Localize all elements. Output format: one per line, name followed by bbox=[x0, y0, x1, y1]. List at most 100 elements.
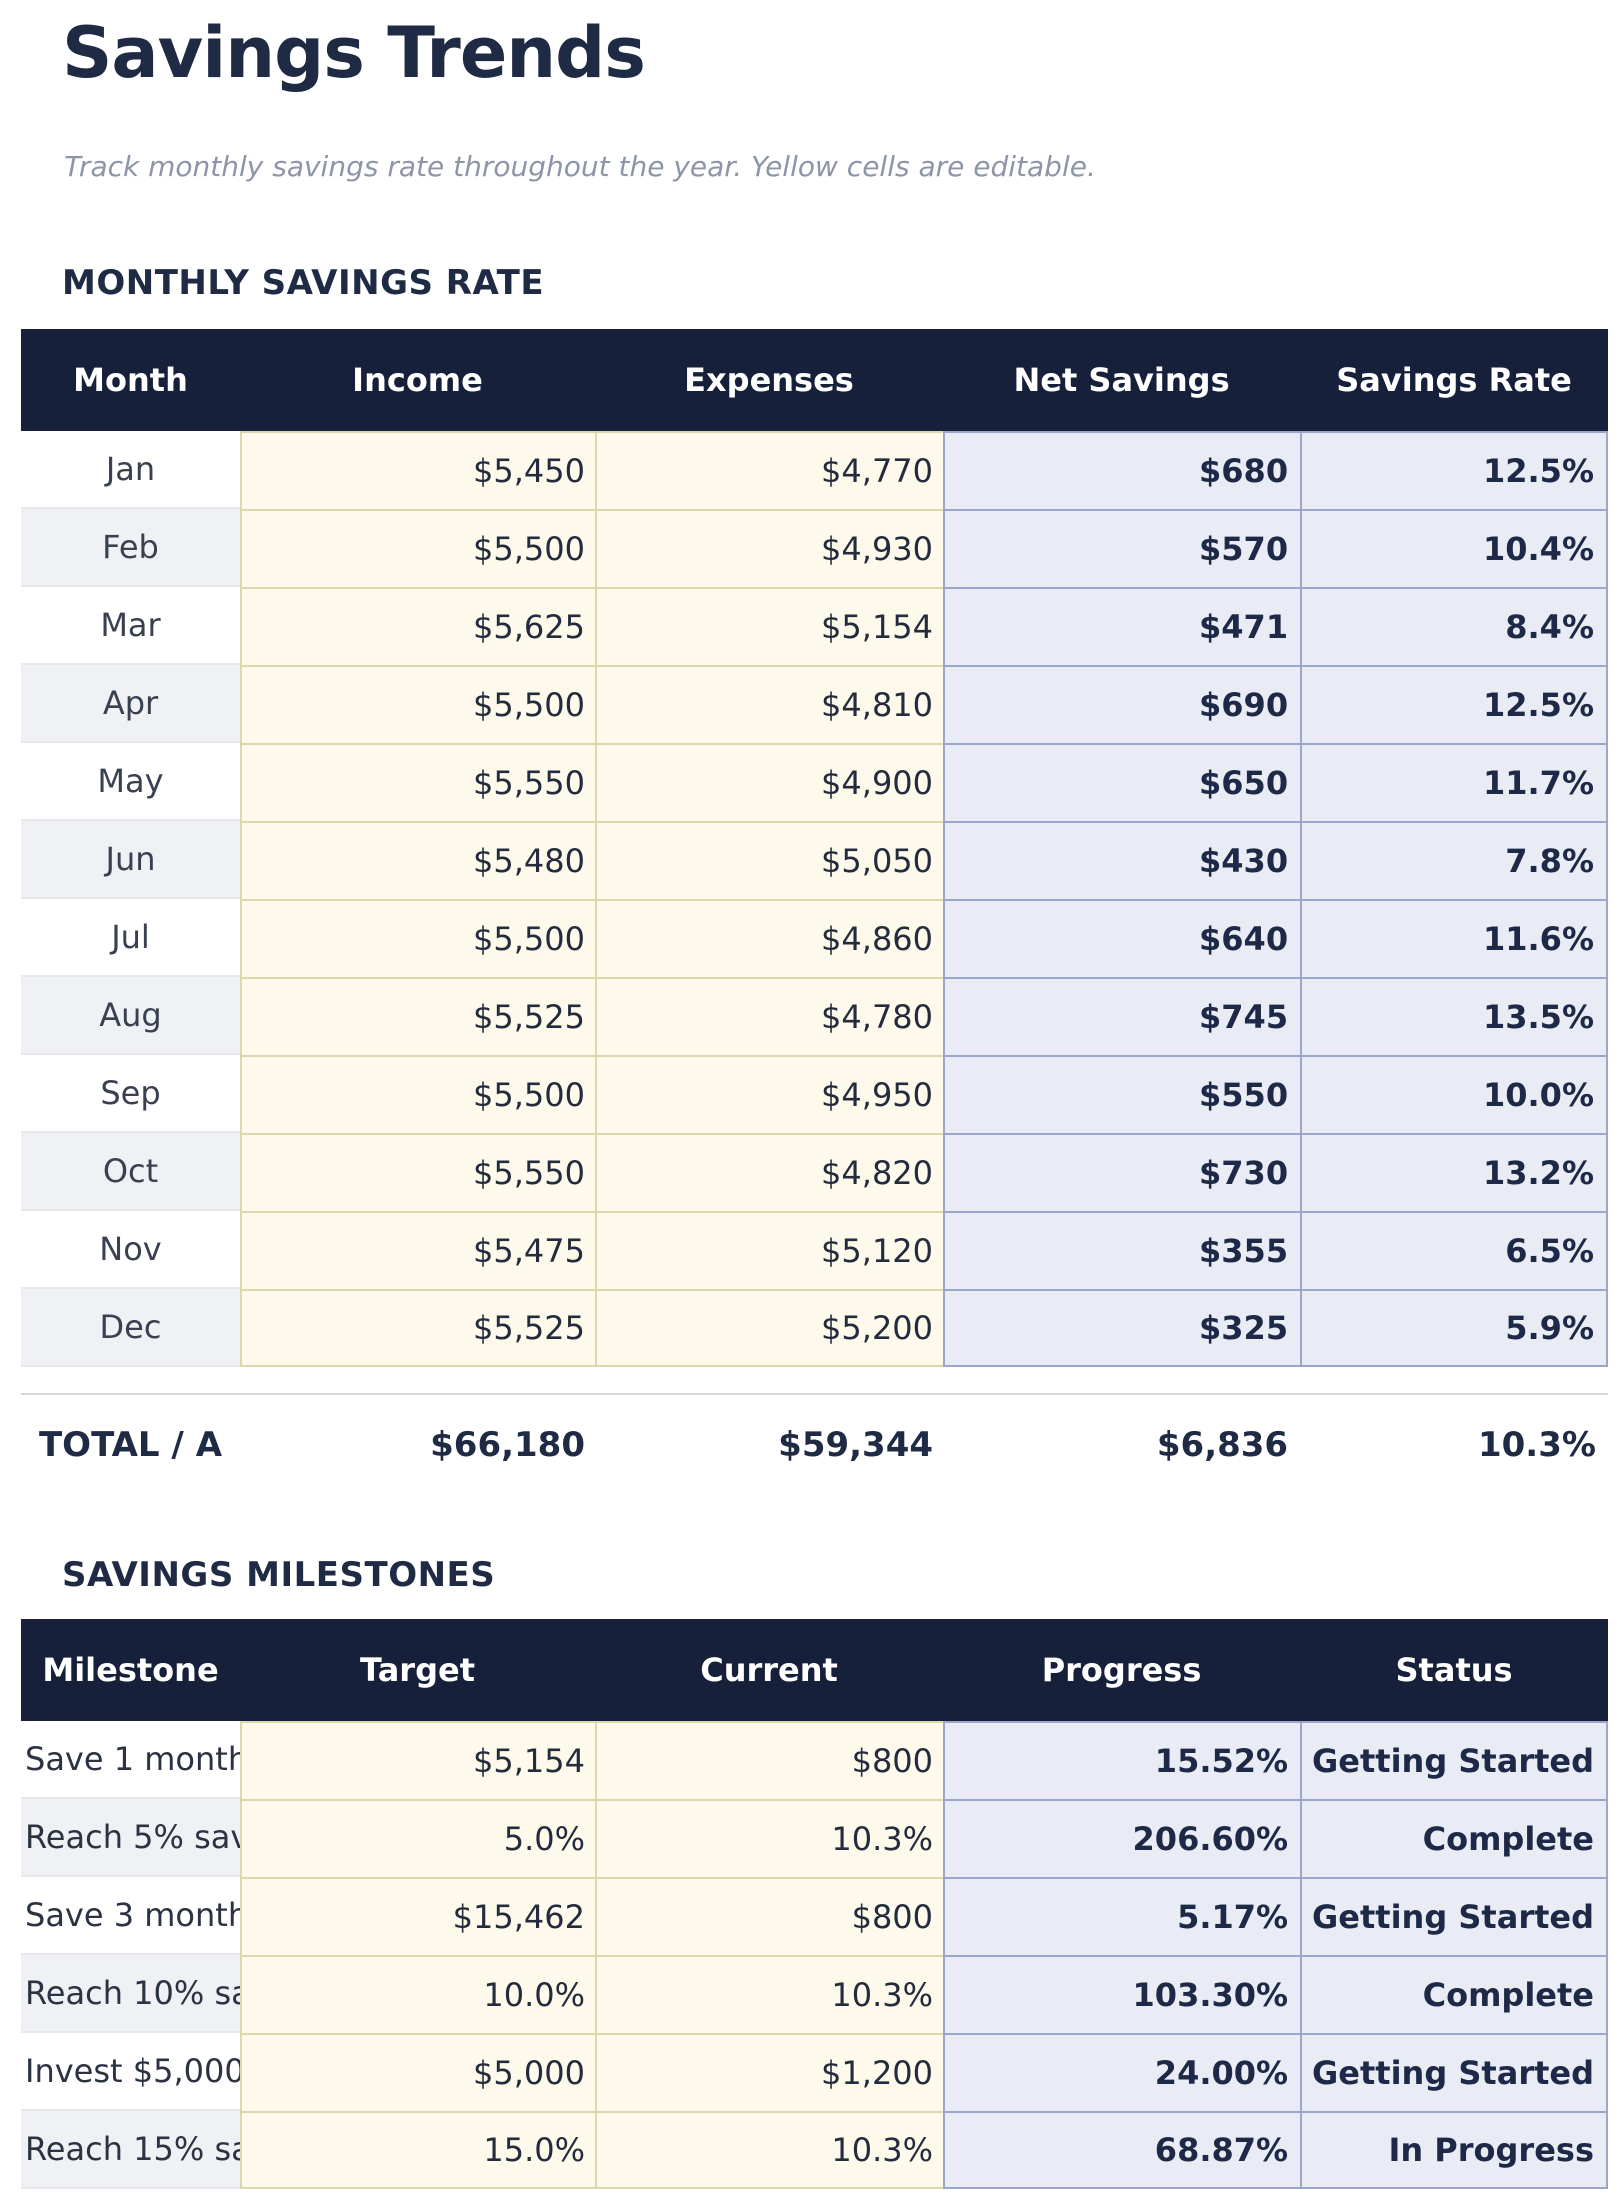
table-row: Sep $5,500 $4,950 $550 10.0% bbox=[21, 1055, 1608, 1134]
column-header-net-savings: Net Savings bbox=[943, 329, 1301, 432]
savings-rate-cell: 12.5% bbox=[1300, 431, 1608, 510]
monthly-section-title: MONTHLY SAVINGS RATE bbox=[62, 263, 545, 304]
table-row: Reach 15% sa 15.0% 10.3% 68.87% In Progr… bbox=[21, 2111, 1608, 2190]
total-row: TOTAL / A $66,180 $59,344 $6,836 10.3% bbox=[21, 1393, 1608, 1491]
net-savings-cell: $570 bbox=[943, 509, 1301, 588]
expenses-cell[interactable]: $5,200 bbox=[595, 1289, 944, 1368]
expenses-cell[interactable]: $4,780 bbox=[595, 977, 944, 1056]
month-cell: Nov bbox=[21, 1211, 240, 1290]
target-cell[interactable]: 15.0% bbox=[240, 2111, 595, 2190]
savings-rate-cell: 11.7% bbox=[1300, 743, 1608, 822]
milestones-section-title: SAVINGS MILESTONES bbox=[62, 1555, 496, 1596]
expenses-cell[interactable]: $5,154 bbox=[595, 587, 944, 666]
net-savings-cell: $325 bbox=[943, 1289, 1301, 1368]
income-cell[interactable]: $5,450 bbox=[240, 431, 595, 510]
month-cell: Jun bbox=[21, 821, 240, 900]
expenses-cell[interactable]: $4,900 bbox=[595, 743, 944, 822]
status-cell: Getting Started bbox=[1300, 1877, 1608, 1956]
table-row: Apr $5,500 $4,810 $690 12.5% bbox=[21, 665, 1608, 744]
current-cell[interactable]: $800 bbox=[595, 1877, 944, 1956]
progress-cell: 68.87% bbox=[943, 2111, 1301, 2190]
current-cell[interactable]: 10.3% bbox=[595, 2111, 944, 2190]
progress-cell: 24.00% bbox=[943, 2033, 1301, 2112]
monthly-savings-table: Month Income Expenses Net Savings Saving… bbox=[21, 329, 1608, 1368]
month-cell: May bbox=[21, 743, 240, 822]
target-cell[interactable]: $15,462 bbox=[240, 1877, 595, 1956]
month-cell: Apr bbox=[21, 665, 240, 744]
milestone-name-cell: Reach 10% sa bbox=[21, 1955, 240, 2034]
income-cell[interactable]: $5,480 bbox=[240, 821, 595, 900]
table-row: Mar $5,625 $5,154 $471 8.4% bbox=[21, 587, 1608, 666]
income-cell[interactable]: $5,500 bbox=[240, 1055, 595, 1134]
status-cell: Complete bbox=[1300, 1799, 1608, 1878]
savings-rate-cell: 6.5% bbox=[1300, 1211, 1608, 1290]
table-row: Jul $5,500 $4,860 $640 11.6% bbox=[21, 899, 1608, 978]
monthly-header-row: Month Income Expenses Net Savings Saving… bbox=[21, 329, 1608, 432]
status-cell: Getting Started bbox=[1300, 1721, 1608, 1800]
table-row: Reach 5% sav 5.0% 10.3% 206.60% Complete bbox=[21, 1799, 1608, 1878]
net-savings-cell: $745 bbox=[943, 977, 1301, 1056]
savings-rate-cell: 13.2% bbox=[1300, 1133, 1608, 1212]
month-cell: Sep bbox=[21, 1055, 240, 1134]
status-cell: Getting Started bbox=[1300, 2033, 1608, 2112]
month-cell: Aug bbox=[21, 977, 240, 1056]
income-cell[interactable]: $5,500 bbox=[240, 509, 595, 588]
current-cell[interactable]: 10.3% bbox=[595, 1799, 944, 1878]
progress-cell: 206.60% bbox=[943, 1799, 1301, 1878]
month-cell: Feb bbox=[21, 509, 240, 588]
income-cell[interactable]: $5,625 bbox=[240, 587, 595, 666]
expenses-cell[interactable]: $5,120 bbox=[595, 1211, 944, 1290]
table-row: Nov $5,475 $5,120 $355 6.5% bbox=[21, 1211, 1608, 1290]
savings-rate-cell: 8.4% bbox=[1300, 587, 1608, 666]
expenses-cell[interactable]: $4,860 bbox=[595, 899, 944, 978]
milestone-name-cell: Reach 5% sav bbox=[21, 1799, 240, 1878]
income-cell[interactable]: $5,500 bbox=[240, 899, 595, 978]
expenses-cell[interactable]: $4,810 bbox=[595, 665, 944, 744]
income-cell[interactable]: $5,550 bbox=[240, 743, 595, 822]
current-cell[interactable]: $1,200 bbox=[595, 2033, 944, 2112]
expenses-cell[interactable]: $4,820 bbox=[595, 1133, 944, 1212]
net-savings-cell: $355 bbox=[943, 1211, 1301, 1290]
total-income: $66,180 bbox=[430, 1425, 585, 1466]
status-cell: In Progress bbox=[1300, 2111, 1608, 2190]
target-cell[interactable]: 5.0% bbox=[240, 1799, 595, 1878]
income-cell[interactable]: $5,475 bbox=[240, 1211, 595, 1290]
target-cell[interactable]: $5,000 bbox=[240, 2033, 595, 2112]
total-expenses: $59,344 bbox=[778, 1425, 934, 1466]
current-cell[interactable]: $800 bbox=[595, 1721, 944, 1800]
net-savings-cell: $730 bbox=[943, 1133, 1301, 1212]
table-row: Jun $5,480 $5,050 $430 7.8% bbox=[21, 821, 1608, 900]
table-row: Invest $5,000 $5,000 $1,200 24.00% Getti… bbox=[21, 2033, 1608, 2112]
net-savings-cell: $430 bbox=[943, 821, 1301, 900]
expenses-cell[interactable]: $4,930 bbox=[595, 509, 944, 588]
net-savings-cell: $680 bbox=[943, 431, 1301, 510]
table-row: Jan $5,450 $4,770 $680 12.5% bbox=[21, 431, 1608, 510]
column-header-expenses: Expenses bbox=[595, 329, 944, 432]
target-cell[interactable]: 10.0% bbox=[240, 1955, 595, 2034]
expenses-cell[interactable]: $4,950 bbox=[595, 1055, 944, 1134]
income-cell[interactable]: $5,525 bbox=[240, 1289, 595, 1368]
income-cell[interactable]: $5,525 bbox=[240, 977, 595, 1056]
target-cell[interactable]: $5,154 bbox=[240, 1721, 595, 1800]
milestone-name-cell: Save 1 month bbox=[21, 1721, 240, 1800]
net-savings-cell: $640 bbox=[943, 899, 1301, 978]
month-cell: Oct bbox=[21, 1133, 240, 1212]
total-label: TOTAL / A bbox=[38, 1425, 223, 1466]
table-row: Dec $5,525 $5,200 $325 5.9% bbox=[21, 1289, 1608, 1368]
net-savings-cell: $690 bbox=[943, 665, 1301, 744]
savings-rate-cell: 13.5% bbox=[1300, 977, 1608, 1056]
expenses-cell[interactable]: $5,050 bbox=[595, 821, 944, 900]
progress-cell: 103.30% bbox=[943, 1955, 1301, 2034]
table-row: Save 3 month $15,462 $800 5.17% Getting … bbox=[21, 1877, 1608, 1956]
milestone-name-cell: Invest $5,000 bbox=[21, 2033, 240, 2112]
milestone-name-cell: Save 3 month bbox=[21, 1877, 240, 1956]
column-header-target: Target bbox=[240, 1619, 595, 1722]
expenses-cell[interactable]: $4,770 bbox=[595, 431, 944, 510]
table-row: Save 1 month $5,154 $800 15.52% Getting … bbox=[21, 1721, 1608, 1800]
income-cell[interactable]: $5,550 bbox=[240, 1133, 595, 1212]
income-cell[interactable]: $5,500 bbox=[240, 665, 595, 744]
current-cell[interactable]: 10.3% bbox=[595, 1955, 944, 2034]
total-savings-rate: 10.3% bbox=[1477, 1425, 1596, 1466]
net-savings-cell: $650 bbox=[943, 743, 1301, 822]
